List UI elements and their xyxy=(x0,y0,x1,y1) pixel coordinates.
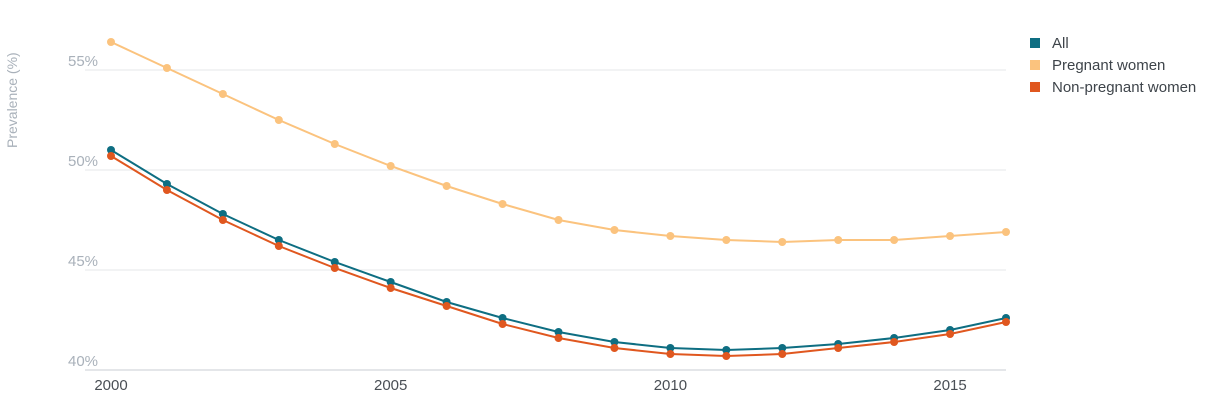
data-point-non-pregnant-women[interactable] xyxy=(1002,318,1010,326)
data-point-non-pregnant-women[interactable] xyxy=(274,242,283,250)
series-points xyxy=(107,38,1010,360)
data-point-pregnant-women[interactable] xyxy=(107,38,115,46)
data-point-pregnant-women[interactable] xyxy=(274,116,283,124)
y-axis-ticks: 40% 45% 50% 55% xyxy=(68,53,98,370)
data-point-all[interactable] xyxy=(274,236,283,244)
data-point-non-pregnant-women[interactable] xyxy=(610,344,619,352)
data-point-all[interactable] xyxy=(162,180,171,188)
data-point-pregnant-women[interactable] xyxy=(386,162,395,170)
data-point-pregnant-women[interactable] xyxy=(778,238,787,246)
data-point-non-pregnant-women[interactable] xyxy=(834,344,843,352)
legend-swatch xyxy=(1030,82,1040,92)
data-point-non-pregnant-women[interactable] xyxy=(946,330,955,338)
legend-label: Non-pregnant women xyxy=(1052,78,1197,96)
data-point-all[interactable] xyxy=(330,258,339,266)
data-point-non-pregnant-women[interactable] xyxy=(890,338,899,346)
data-point-pregnant-women[interactable] xyxy=(442,182,451,190)
data-point-pregnant-women[interactable] xyxy=(946,232,955,240)
data-point-non-pregnant-women[interactable] xyxy=(386,284,395,292)
legend-swatch xyxy=(1030,38,1040,48)
x-tick-label: 2005 xyxy=(374,377,407,394)
data-point-pregnant-women[interactable] xyxy=(666,232,675,240)
data-point-pregnant-women[interactable] xyxy=(554,216,563,224)
legend-item-pregnant-women[interactable]: Pregnant women xyxy=(1030,54,1196,76)
data-point-all[interactable] xyxy=(778,344,787,352)
data-point-non-pregnant-women[interactable] xyxy=(218,216,227,224)
data-point-non-pregnant-women[interactable] xyxy=(666,350,675,358)
y-axis-label: Prevalence (%) xyxy=(4,52,20,148)
series-line-all xyxy=(110,149,1007,352)
y-tick-label: 55% xyxy=(68,53,98,70)
data-point-pregnant-women[interactable] xyxy=(162,64,171,72)
data-point-all[interactable] xyxy=(218,210,227,218)
data-point-all[interactable] xyxy=(722,346,731,354)
data-point-non-pregnant-women[interactable] xyxy=(107,152,115,160)
data-point-pregnant-women[interactable] xyxy=(834,236,843,244)
data-point-pregnant-women[interactable] xyxy=(498,200,507,208)
x-tick-label: 2015 xyxy=(933,377,966,394)
y-tick-label: 40% xyxy=(68,353,98,370)
series-line-pregnant-women xyxy=(110,41,1007,244)
data-point-pregnant-women[interactable] xyxy=(1002,228,1010,236)
data-point-pregnant-women[interactable] xyxy=(722,236,731,244)
series-line-non-pregnant-women xyxy=(110,155,1007,358)
data-point-pregnant-women[interactable] xyxy=(890,236,899,244)
data-point-non-pregnant-women[interactable] xyxy=(554,334,563,342)
data-point-all[interactable] xyxy=(498,314,507,322)
data-point-all[interactable] xyxy=(386,278,395,286)
data-point-pregnant-women[interactable] xyxy=(218,90,227,98)
data-point-all[interactable] xyxy=(610,338,619,346)
x-tick-label: 2010 xyxy=(654,377,687,394)
legend-swatch xyxy=(1030,60,1040,70)
data-point-non-pregnant-women[interactable] xyxy=(442,302,451,310)
data-point-non-pregnant-women[interactable] xyxy=(722,352,731,360)
legend-label: Pregnant women xyxy=(1052,56,1166,74)
data-point-all[interactable] xyxy=(554,328,563,336)
data-point-non-pregnant-women[interactable] xyxy=(778,350,787,358)
data-point-non-pregnant-women[interactable] xyxy=(162,186,171,194)
x-tick-label: 2000 xyxy=(94,377,127,394)
data-point-all[interactable] xyxy=(666,344,675,352)
legend-item-all[interactable]: All xyxy=(1030,32,1196,54)
data-point-pregnant-women[interactable] xyxy=(330,140,339,148)
data-point-pregnant-women[interactable] xyxy=(610,226,619,234)
legend-label: All xyxy=(1052,34,1069,52)
y-tick-label: 45% xyxy=(68,253,98,270)
data-point-all[interactable] xyxy=(107,146,115,154)
legend-item-non-pregnant-women[interactable]: Non-pregnant women xyxy=(1030,76,1196,98)
y-tick-label: 50% xyxy=(68,153,98,170)
data-point-non-pregnant-women[interactable] xyxy=(498,320,507,328)
data-point-non-pregnant-women[interactable] xyxy=(330,264,339,272)
x-axis-ticks: 2000 2005 2010 2015 xyxy=(94,377,966,394)
gridlines xyxy=(85,69,1006,371)
series-lines xyxy=(110,41,1007,358)
legend: All Pregnant women Non-pregnant women xyxy=(1030,32,1196,98)
